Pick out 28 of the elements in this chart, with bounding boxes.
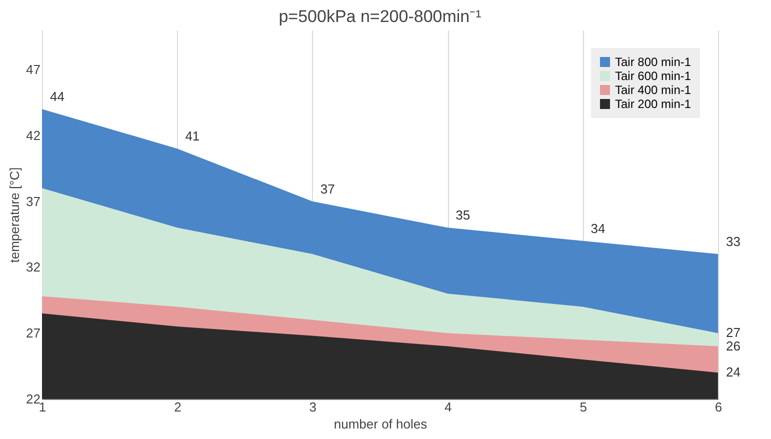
x-tick-label: 2	[174, 400, 182, 414]
x-tick-label: 6	[714, 400, 722, 414]
x-tick-label: 5	[580, 400, 587, 414]
data-label: 24	[726, 364, 740, 380]
legend-label: Tair 800 min-1	[615, 55, 692, 69]
y-tick-label: 42	[26, 128, 40, 143]
data-label: 27	[726, 325, 740, 340]
data-label: 44	[50, 89, 64, 104]
x-tick-label: 1	[38, 400, 46, 414]
y-tick-label: 32	[26, 260, 40, 275]
x-tick-label: 3	[309, 400, 317, 414]
legend-label: Tair 600 min-1	[615, 69, 692, 83]
data-label: 41	[185, 128, 200, 144]
data-label: 37	[320, 181, 335, 196]
x-axis-title: number of holes	[334, 416, 428, 432]
chart-title: p=500kPa n=200-800min⁻¹	[278, 7, 482, 26]
y-tick-label: 47	[26, 62, 40, 78]
legend-label: Tair 200 min-1	[615, 97, 692, 111]
y-axis-title: temperature [°C]	[7, 167, 22, 263]
data-label: 35	[456, 208, 470, 223]
y-tick-label: 22	[26, 392, 40, 406]
y-tick-label: 37	[26, 194, 40, 209]
data-label: 26	[726, 338, 740, 354]
data-label: 34	[590, 220, 606, 236]
x-tick-label: 4	[444, 400, 452, 414]
y-tick-label: 27	[26, 326, 40, 341]
data-label: 33	[726, 234, 740, 250]
legend-label: Tair 400 min-1	[615, 83, 692, 97]
